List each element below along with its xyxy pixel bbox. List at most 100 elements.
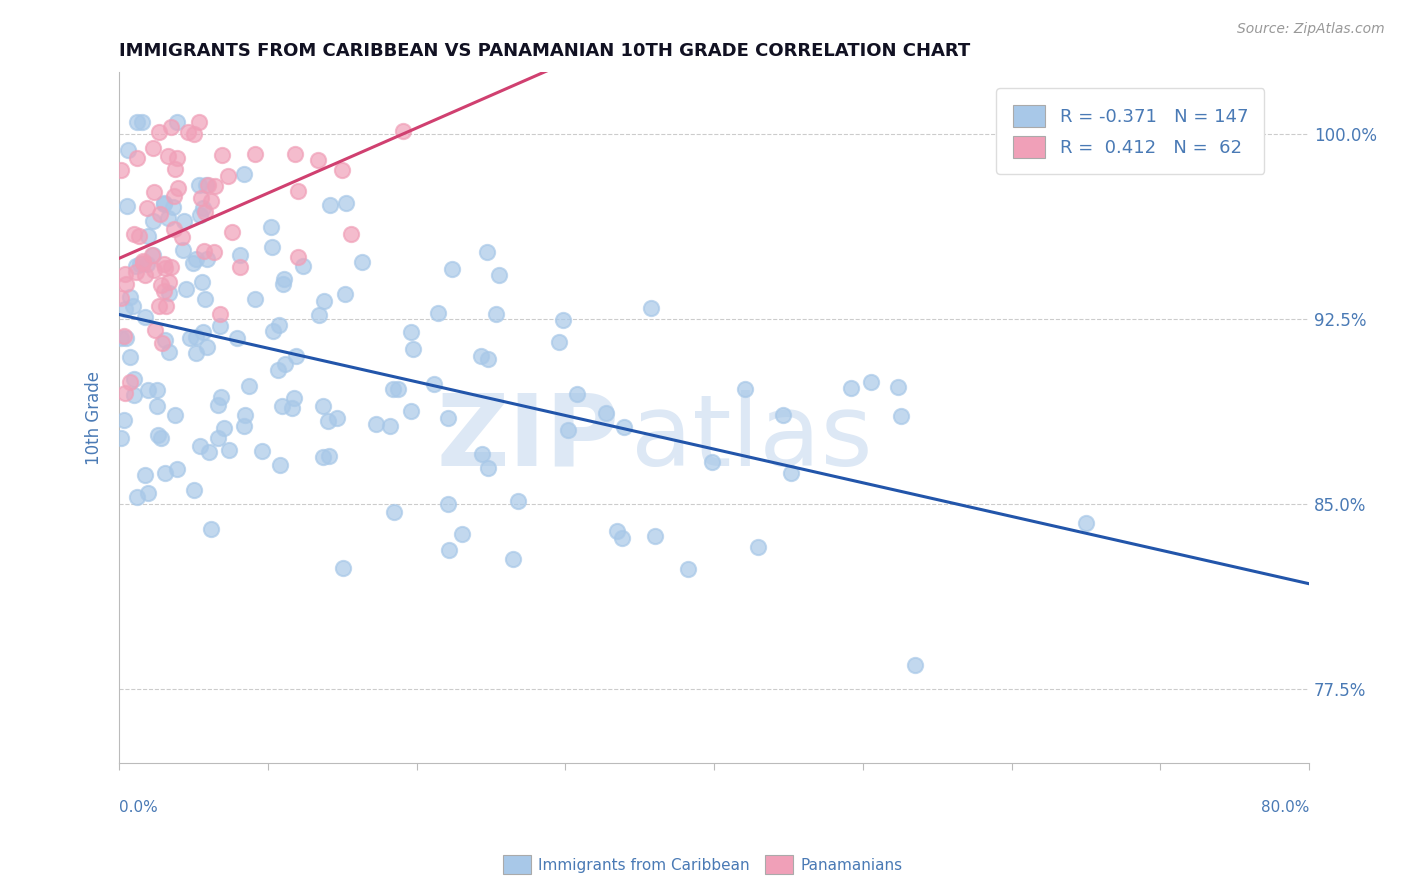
Point [193,201,215,215]
Point [110,291,132,305]
Point [114,386,136,401]
Point [779,466,801,480]
Point [382,383,405,397]
Point [125,114,148,128]
Point [437,497,460,511]
Point [387,383,409,397]
Point [207,431,229,445]
Point [115,277,138,291]
Point [167,181,190,195]
Text: atlas: atlas [631,390,873,487]
Point [232,167,254,181]
Point [134,310,156,325]
Point [326,410,349,425]
Point [122,227,145,241]
Point [148,299,170,313]
Point [392,124,415,138]
Point [163,222,186,236]
Point [700,455,723,469]
Point [148,427,170,442]
Point [142,214,165,228]
Point [477,351,499,366]
Point [890,409,912,423]
Point [402,342,425,356]
Point [250,443,273,458]
Point [1076,516,1098,531]
Point [212,420,235,434]
Point [183,127,205,141]
Point [485,307,508,321]
Point [283,392,305,406]
Point [195,178,218,192]
Point [267,318,290,333]
Point [207,398,229,412]
Point [131,114,153,128]
Point [644,528,666,542]
Point [595,406,617,420]
Point [271,399,294,413]
Point [142,140,165,154]
Point [153,260,176,275]
Point [173,214,195,228]
Point [148,125,170,139]
Point [557,423,579,437]
Point [613,420,636,434]
Point [157,345,180,359]
Point [160,260,183,274]
Text: Source: ZipAtlas.com: Source: ZipAtlas.com [1237,22,1385,37]
Point [114,267,136,281]
Point [273,271,295,285]
Point [262,324,284,338]
Point [441,262,464,277]
Point [165,408,187,422]
Point [181,256,204,270]
Point [128,228,150,243]
Point [551,313,574,327]
Point [146,383,169,397]
Point [267,363,290,377]
Point [179,331,201,345]
Point [118,290,141,304]
Point [284,146,307,161]
Point [475,244,498,259]
Point [172,243,194,257]
Point [439,543,461,558]
Point [427,306,450,320]
Point [217,169,239,183]
Point [477,460,499,475]
Point [191,325,214,339]
Point [200,194,222,209]
Point [166,462,188,476]
Point [142,263,165,277]
Point [110,330,132,344]
Point [136,228,159,243]
Point [112,329,135,343]
Point [153,467,176,481]
Point [195,252,218,267]
Point [142,248,165,262]
Point [197,178,219,192]
Point [209,319,232,334]
Point [194,293,217,307]
Point [339,227,361,241]
Point [136,201,159,215]
Point [142,185,165,199]
Point [149,278,172,293]
Point [841,381,863,395]
Point [274,357,297,371]
Point [319,198,342,212]
Point [194,205,217,219]
Point [159,275,181,289]
Point [153,196,176,211]
Point [287,250,309,264]
Point [163,161,186,176]
Point [125,259,148,273]
Point [451,526,474,541]
Point [471,447,494,461]
Point [312,400,335,414]
Point [232,419,254,434]
Point [335,195,357,210]
Point [904,657,927,672]
Point [186,346,208,360]
Text: ZIP: ZIP [436,390,619,487]
